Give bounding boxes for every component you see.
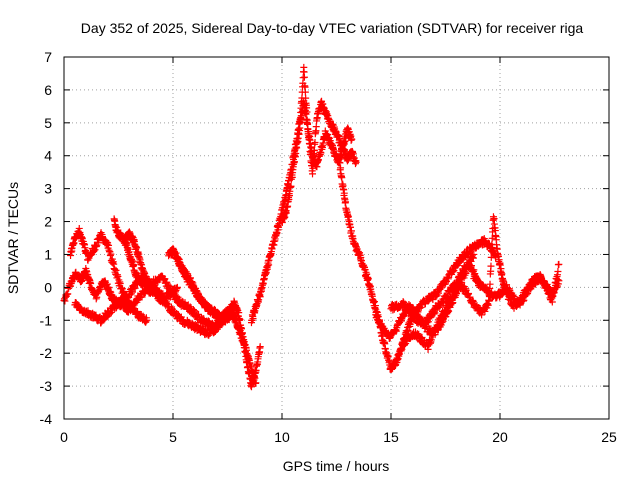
series-arc-I [278,63,360,227]
data-point [131,284,139,292]
data-point [301,88,309,96]
y-tick-label: -1 [40,312,53,328]
data-point [317,149,325,157]
data-point [311,138,319,146]
series-arc-K [372,250,478,342]
data-point [173,283,181,291]
x-tick-label: 15 [383,429,399,445]
data-point [310,146,318,154]
y-tick-label: 3 [44,181,52,197]
data-point [338,174,346,182]
x-tick-label: 0 [60,429,68,445]
data-point [309,157,317,165]
data-point [296,124,304,132]
y-tick-label: 2 [44,214,52,230]
y-tick-label: -4 [40,411,53,427]
data-point [303,108,311,116]
data-point [107,250,115,258]
data-point [282,209,290,217]
x-tick-label: 10 [274,429,290,445]
data-point [296,115,304,123]
data-point [235,322,243,330]
data-point [287,182,295,190]
data-point [348,135,356,143]
data-point [470,250,478,258]
data-layer [60,63,563,391]
y-tick-label: 4 [44,148,52,164]
data-point [97,285,105,293]
data-point [555,260,563,268]
data-point [186,274,194,282]
y-tick-label: 0 [44,279,52,295]
series-arc-B [67,224,151,326]
data-point [114,272,122,280]
y-axis-label: SDTVAR / TECUs [5,182,21,294]
data-point [487,262,495,270]
data-point [252,379,260,387]
x-tick-label: 20 [492,429,508,445]
y-tick-label: 6 [44,82,52,98]
x-axis-label: GPS time / hours [283,458,390,474]
data-point [290,158,298,166]
data-point [292,149,300,157]
data-point [336,159,344,167]
data-point [235,309,243,317]
x-tick-label: 5 [169,429,177,445]
grid [64,57,609,419]
y-tick-label: 7 [44,49,52,65]
data-point [554,268,562,276]
y-tick-label: -2 [40,345,53,361]
series-arc-F [165,244,260,387]
data-point [143,316,151,324]
data-point [262,269,270,277]
plot-frame [63,56,610,420]
data-point [125,228,133,236]
data-point [342,198,350,206]
data-point [256,343,264,351]
data-point [370,298,378,306]
data-point [341,146,349,154]
series-arc-G [173,255,234,327]
data-point [249,314,257,322]
series-arc-J [335,154,500,373]
chart-title: Day 352 of 2025, Sidereal Day-to-day VTE… [81,20,584,36]
series-arc-E [121,228,181,303]
x-tick-label: 25 [601,429,617,445]
y-tick-label: 1 [44,246,52,262]
data-point [300,73,308,81]
data-point [128,288,136,296]
data-point [226,313,234,321]
data-point [352,158,360,166]
y-tick-label: 5 [44,115,52,131]
y-tick-label: -3 [40,378,53,394]
data-point [337,164,345,172]
